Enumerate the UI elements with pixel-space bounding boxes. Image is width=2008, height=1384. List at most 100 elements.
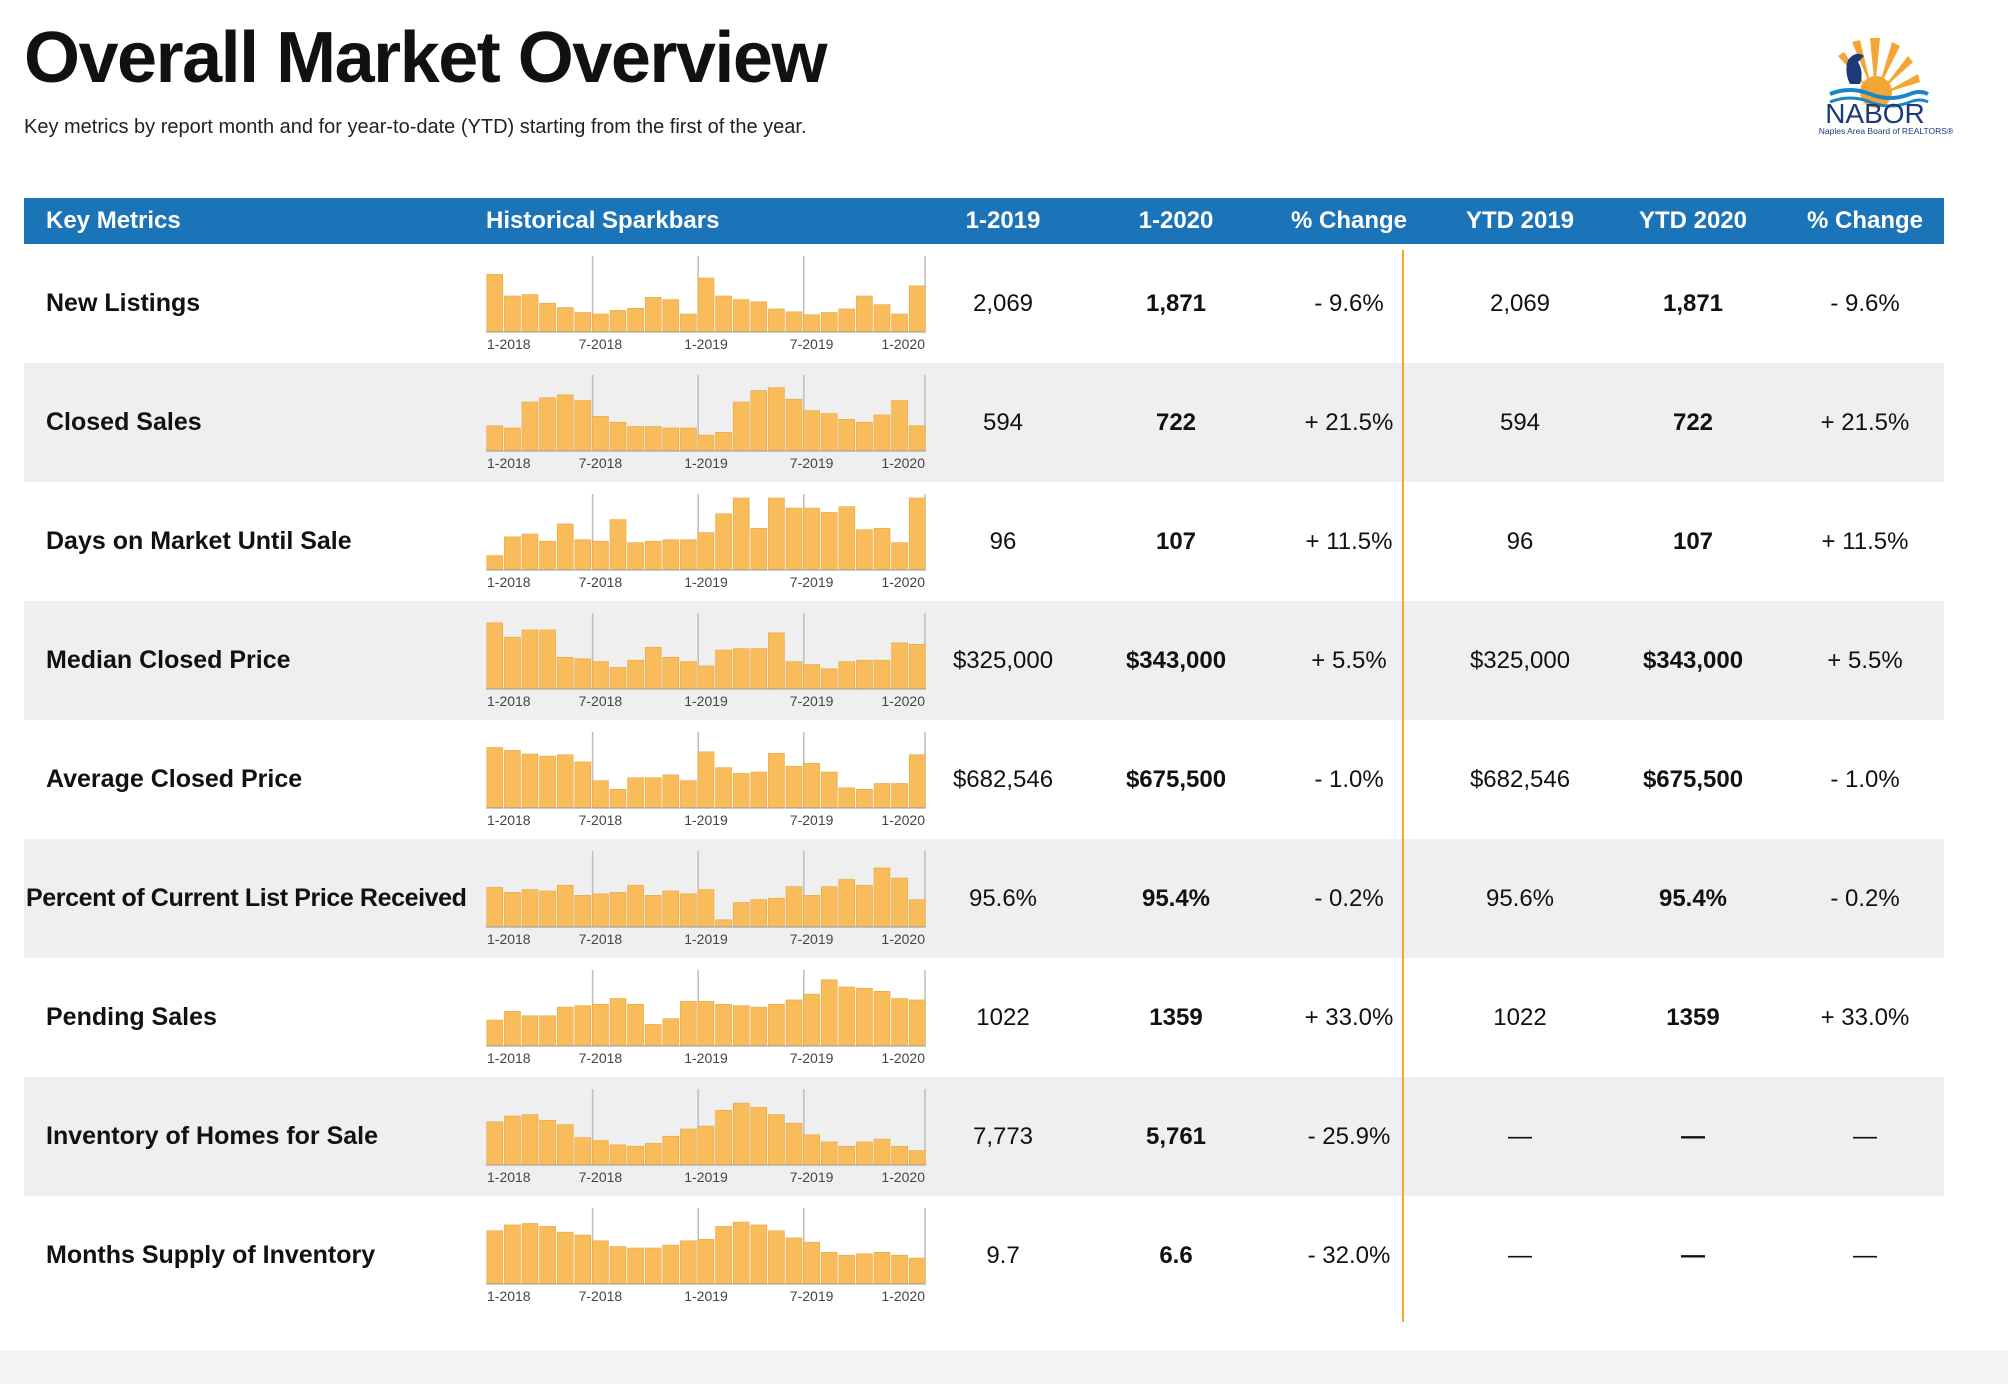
sparkbar [574, 539, 592, 571]
sparkbar [838, 1145, 856, 1166]
sparkbar-tick-label: 1-2018 [487, 693, 531, 709]
sparkbar [891, 1254, 908, 1285]
sparkbar-tick-label: 1-2019 [684, 574, 728, 590]
header-ytd-change: % Change [1806, 207, 1923, 234]
sparkbar-tick-label: 7-2018 [579, 812, 623, 828]
sparkbar [644, 1143, 662, 1166]
sparkbar [662, 1135, 680, 1166]
sparkbar [486, 1230, 504, 1285]
sparkbar [820, 1252, 838, 1285]
sparkbar [556, 394, 574, 452]
sparkbar [715, 649, 732, 690]
sparkbar [539, 540, 556, 571]
sparkbar [873, 1138, 891, 1166]
sparkbar [644, 895, 662, 928]
value-month-change: - 25.9% [1307, 1123, 1391, 1150]
sparkbar [785, 661, 803, 690]
sparkbar [521, 753, 539, 809]
sparkbar [838, 1254, 856, 1285]
sparkbar [627, 659, 644, 690]
sparkbar [486, 555, 504, 571]
value-ytd-2019: 594 [1499, 409, 1541, 436]
sparkbar [873, 867, 891, 928]
sparkbar [768, 752, 785, 809]
sparkbar [820, 413, 838, 452]
sparkbar-tick-label: 1-2018 [487, 574, 531, 590]
sparkbar-chart: 1-2018 7-2018 1-2019 7-2019 1-2020 [486, 970, 926, 1066]
value-month-change: - 1.0% [1314, 766, 1384, 793]
ytd-divider [1402, 250, 1404, 1322]
sparkbar-tick-label: 7-2018 [579, 693, 623, 709]
value-month-2020: $343,000 [1125, 647, 1227, 674]
sparkbar [750, 899, 768, 928]
table-row: Median Closed Price 1-2018 7-2018 1-2019 7-2… [24, 601, 1944, 720]
sparkbar [556, 657, 574, 690]
sparkbar [680, 893, 697, 928]
sparkbar-tick-label: 1-2018 [487, 455, 531, 471]
sparkbar [592, 416, 609, 452]
sparkbar-chart: 1-2018 7-2018 1-2019 7-2019 1-2020 [486, 494, 926, 590]
sparkbar [732, 773, 750, 809]
sparkbar [592, 661, 609, 690]
metric-label: Inventory of Homes for Sale [46, 1122, 379, 1150]
header-month-2020: 1-2020 [1138, 207, 1214, 234]
sparkbar [750, 1224, 768, 1285]
sparkbar [627, 426, 644, 452]
sparkbar [609, 892, 627, 928]
value-ytd-2019: — [1508, 1242, 1532, 1269]
sparkbar-tick-label: 7-2018 [579, 336, 623, 352]
sparkbar [768, 1003, 785, 1047]
sparkbar [627, 1247, 644, 1285]
value-ytd-change: — [1853, 1123, 1877, 1150]
sparkbar [609, 310, 627, 333]
sparkbar [521, 294, 539, 333]
sparkbar-chart: 1-2018 7-2018 1-2019 7-2019 1-2020 [486, 1089, 926, 1185]
page-subtitle: Key metrics by report month and for year… [24, 116, 807, 138]
sparkbar [556, 754, 574, 809]
metric-label: Closed Sales [46, 408, 202, 436]
sparkbar-tick-label: 1-2018 [487, 336, 531, 352]
value-ytd-2020: — [1681, 1123, 1705, 1150]
value-ytd-change: + 21.5% [1820, 409, 1910, 436]
sparkbar [785, 1122, 803, 1166]
sparkbar [891, 1145, 908, 1166]
sparkbar-tick-label: 1-2020 [881, 574, 925, 590]
sparkbar [750, 527, 768, 571]
sparkbar [609, 1246, 627, 1285]
sparkbar [680, 539, 697, 571]
value-month-2020: 107 [1155, 528, 1197, 555]
sparkbar [785, 398, 803, 452]
sparkbar [609, 667, 627, 690]
sparkbar [662, 299, 680, 333]
value-ytd-change: — [1853, 1242, 1877, 1269]
sparkbar [750, 1006, 768, 1047]
sparkbar [908, 899, 926, 928]
sparkbar [627, 1145, 644, 1166]
sparkbar [856, 1141, 873, 1166]
sparkbar [768, 1230, 785, 1285]
value-month-change: + 11.5% [1305, 528, 1393, 555]
sparkbar [750, 390, 768, 452]
sparkbar-chart: 1-2018 7-2018 1-2019 7-2019 1-2020 [486, 375, 926, 471]
sparkbar [697, 1125, 715, 1166]
sparkbar [715, 513, 732, 571]
sparkbar [644, 540, 662, 571]
sparkbar [697, 277, 715, 333]
value-month-2020: 1359 [1149, 1004, 1203, 1031]
sparkbar [785, 886, 803, 928]
sparkbar [820, 312, 838, 333]
sparkbar-tick-label: 1-2018 [487, 812, 531, 828]
sparkbar [697, 434, 715, 452]
value-ytd-change: + 33.0% [1820, 1004, 1910, 1031]
sparkbar [820, 979, 838, 1047]
value-month-2020: 1,871 [1145, 290, 1207, 317]
sun-heron-icon [1829, 38, 1929, 108]
sparkbar [732, 497, 750, 571]
value-ytd-change: + 5.5% [1827, 647, 1903, 674]
sparkbar-tick-label: 1-2019 [684, 931, 728, 947]
sparkbar [838, 879, 856, 928]
sparkbar [697, 665, 715, 690]
sparkbar [732, 902, 750, 928]
sparkbar [838, 419, 856, 452]
sparkbar [715, 295, 732, 333]
